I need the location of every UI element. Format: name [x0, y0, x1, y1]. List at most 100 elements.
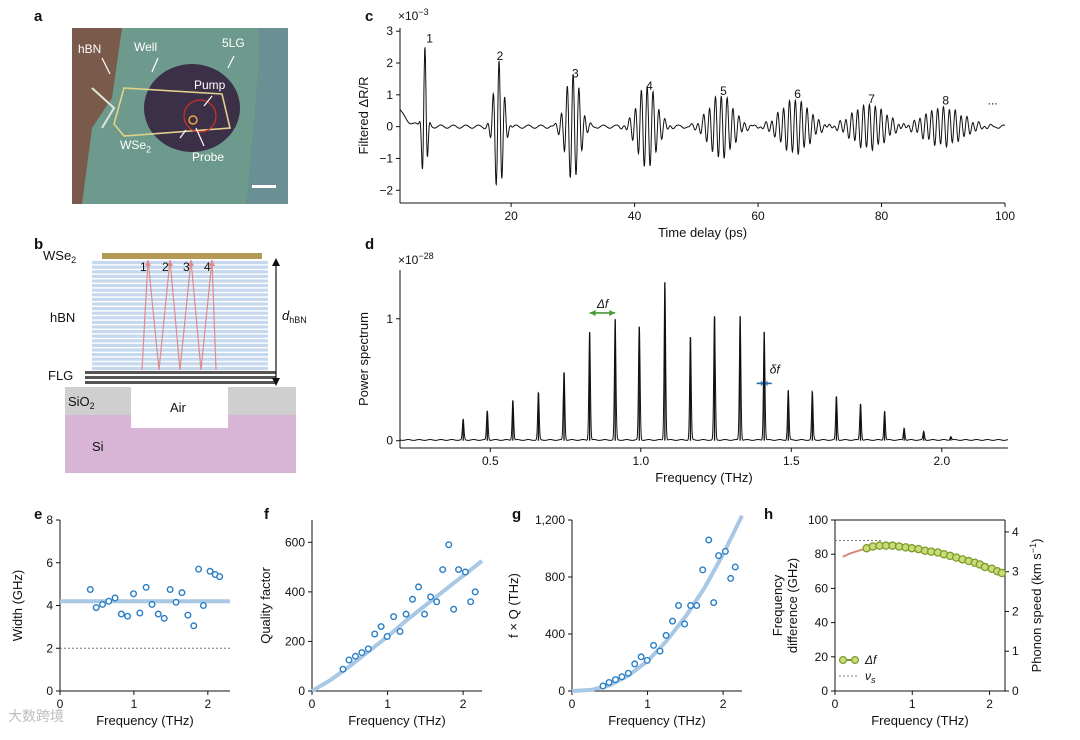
well-arrow — [151, 57, 159, 73]
optical-micrograph: hBN Well 5LG Pump WSe2 Probe — [72, 28, 288, 204]
e-data-point — [178, 589, 186, 597]
reflection-number-3: 3 — [183, 260, 190, 274]
y-tick-label: 0 — [298, 684, 305, 698]
f-data-point — [450, 605, 458, 613]
y-tick-label: 6 — [46, 556, 53, 570]
hbn-sublayer — [92, 348, 268, 352]
y-tick-label: 0 — [386, 434, 393, 448]
hbn-sublayer — [92, 334, 268, 338]
g-data-point — [727, 574, 735, 582]
reflection-number-2: 2 — [162, 260, 169, 274]
x-tick-label: 2 — [720, 697, 727, 711]
label-hbn: hBN — [78, 42, 102, 56]
schematic-label-sio2: SiO2 — [68, 394, 95, 411]
f-data-point — [467, 598, 475, 606]
e-data-point — [166, 585, 174, 593]
f-data-point — [439, 566, 447, 574]
x-tick-label: 1 — [131, 697, 138, 711]
e-data-point — [124, 612, 132, 620]
y-tick-label: 0 — [821, 684, 828, 698]
y-tick-label: 3 — [386, 24, 393, 38]
y-tick-label: 2 — [46, 641, 53, 655]
f-data-point — [461, 568, 469, 576]
g-data-point — [605, 678, 613, 686]
e-data-point — [154, 610, 162, 618]
reflection-ray — [179, 259, 192, 371]
c-echo-label: 7 — [868, 92, 875, 106]
h-data-point — [980, 562, 990, 572]
probe-arrow — [195, 127, 205, 147]
x-tick-label: 2.0 — [933, 454, 950, 468]
h-data-point — [997, 568, 1007, 578]
g-data-point — [637, 653, 645, 661]
hbn-sublayer — [92, 353, 268, 357]
x-axis-title: Frequency (THz) — [348, 713, 446, 728]
e-data-point — [117, 610, 125, 618]
reflection-number-1: 1 — [140, 260, 147, 274]
h-right-axis-title: Phonon speed (km s−1) — [1028, 539, 1044, 673]
hbn-sublayer — [92, 311, 268, 315]
label-5lg: 5LG — [222, 36, 245, 50]
d-delta-f-head-right — [609, 309, 616, 316]
e-data-point — [92, 604, 100, 612]
hbn-sublayer — [92, 297, 268, 301]
y-tick-label: 60 — [815, 581, 829, 595]
e-data-point — [142, 583, 150, 591]
reflection-ray — [211, 259, 217, 371]
hbn-arrow — [101, 57, 111, 75]
g-data-point — [699, 566, 707, 574]
wse2-arrow — [179, 129, 187, 139]
h-legend-marker-2 — [850, 656, 859, 665]
hbn-sublayer — [92, 357, 268, 361]
e-data-point — [148, 600, 156, 608]
e-data-point — [184, 611, 192, 619]
y-tick-label: −1 — [379, 151, 393, 165]
reflection-ray — [141, 259, 149, 371]
f-data-point — [339, 665, 347, 673]
y-tick-label: 1 — [386, 312, 393, 326]
dhbn-arrow-head-top — [272, 258, 280, 266]
flg-layer-2 — [85, 376, 276, 379]
x-tick-label: 100 — [995, 209, 1015, 223]
f-data-point — [471, 588, 479, 596]
hbn-sublayer — [92, 279, 268, 283]
g-data-point — [650, 641, 658, 649]
g-data-point — [731, 563, 739, 571]
e-data-point — [130, 590, 138, 598]
g-data-point — [662, 631, 670, 639]
g-data-point — [668, 617, 676, 625]
d-delta-f-label: Δf — [596, 297, 610, 311]
c-echo-label: 6 — [794, 87, 801, 101]
schematic-label-si: Si — [92, 439, 104, 454]
y-tick-label: −2 — [379, 183, 393, 197]
c-echo-label: ... — [988, 93, 998, 107]
chart-c-time-trace: 20 40 60 80 100 −2 −1 0 1 2 3 Time delay (ps) Filter… — [356, 7, 1015, 240]
g-data-point — [675, 601, 683, 609]
panel-letter-g: g — [512, 506, 522, 523]
x-tick-label: 0 — [832, 697, 839, 711]
hbn-sublayer — [92, 343, 268, 347]
g-data-point — [681, 620, 689, 628]
d-small-delta-head-left — [760, 380, 764, 387]
panel-letter-f: f — [264, 506, 269, 523]
f-data-point — [345, 656, 353, 664]
y-tick-label: 40 — [815, 616, 829, 630]
f-data-point — [364, 645, 372, 653]
e-data-point — [216, 573, 224, 581]
reflection-ray — [190, 259, 202, 371]
chart-f-quality-factor: 0 1 2 0 200 400 600 Frequency (THz) Quality fact… — [258, 520, 484, 728]
g-data-point — [618, 673, 626, 681]
hbn-sublayer — [92, 330, 268, 334]
x-axis-title: Time delay (ps) — [658, 225, 747, 240]
e-data-point — [98, 600, 106, 608]
hbn-sublayer — [92, 325, 268, 329]
y-tick-label: 4 — [46, 599, 53, 613]
x-axis-title: Frequency (THz) — [655, 470, 753, 485]
chart-e-width: 0 1 2 0 2 4 6 8 Frequency (THz) Width (GHz) — [10, 513, 230, 728]
flg-layer-3 — [85, 381, 276, 384]
y-axis-title: Quality factor — [258, 567, 273, 644]
probe-spot — [188, 115, 198, 125]
y-axis-title: Filtered ΔR/R — [356, 76, 371, 154]
h-y-axis-title: Frequencydifference (GHz) — [770, 558, 800, 653]
flg-arrow — [227, 55, 235, 69]
